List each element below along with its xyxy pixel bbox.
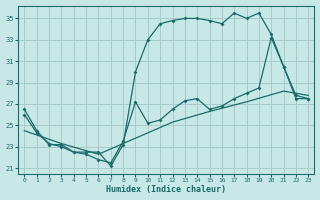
X-axis label: Humidex (Indice chaleur): Humidex (Indice chaleur) [106, 185, 226, 194]
